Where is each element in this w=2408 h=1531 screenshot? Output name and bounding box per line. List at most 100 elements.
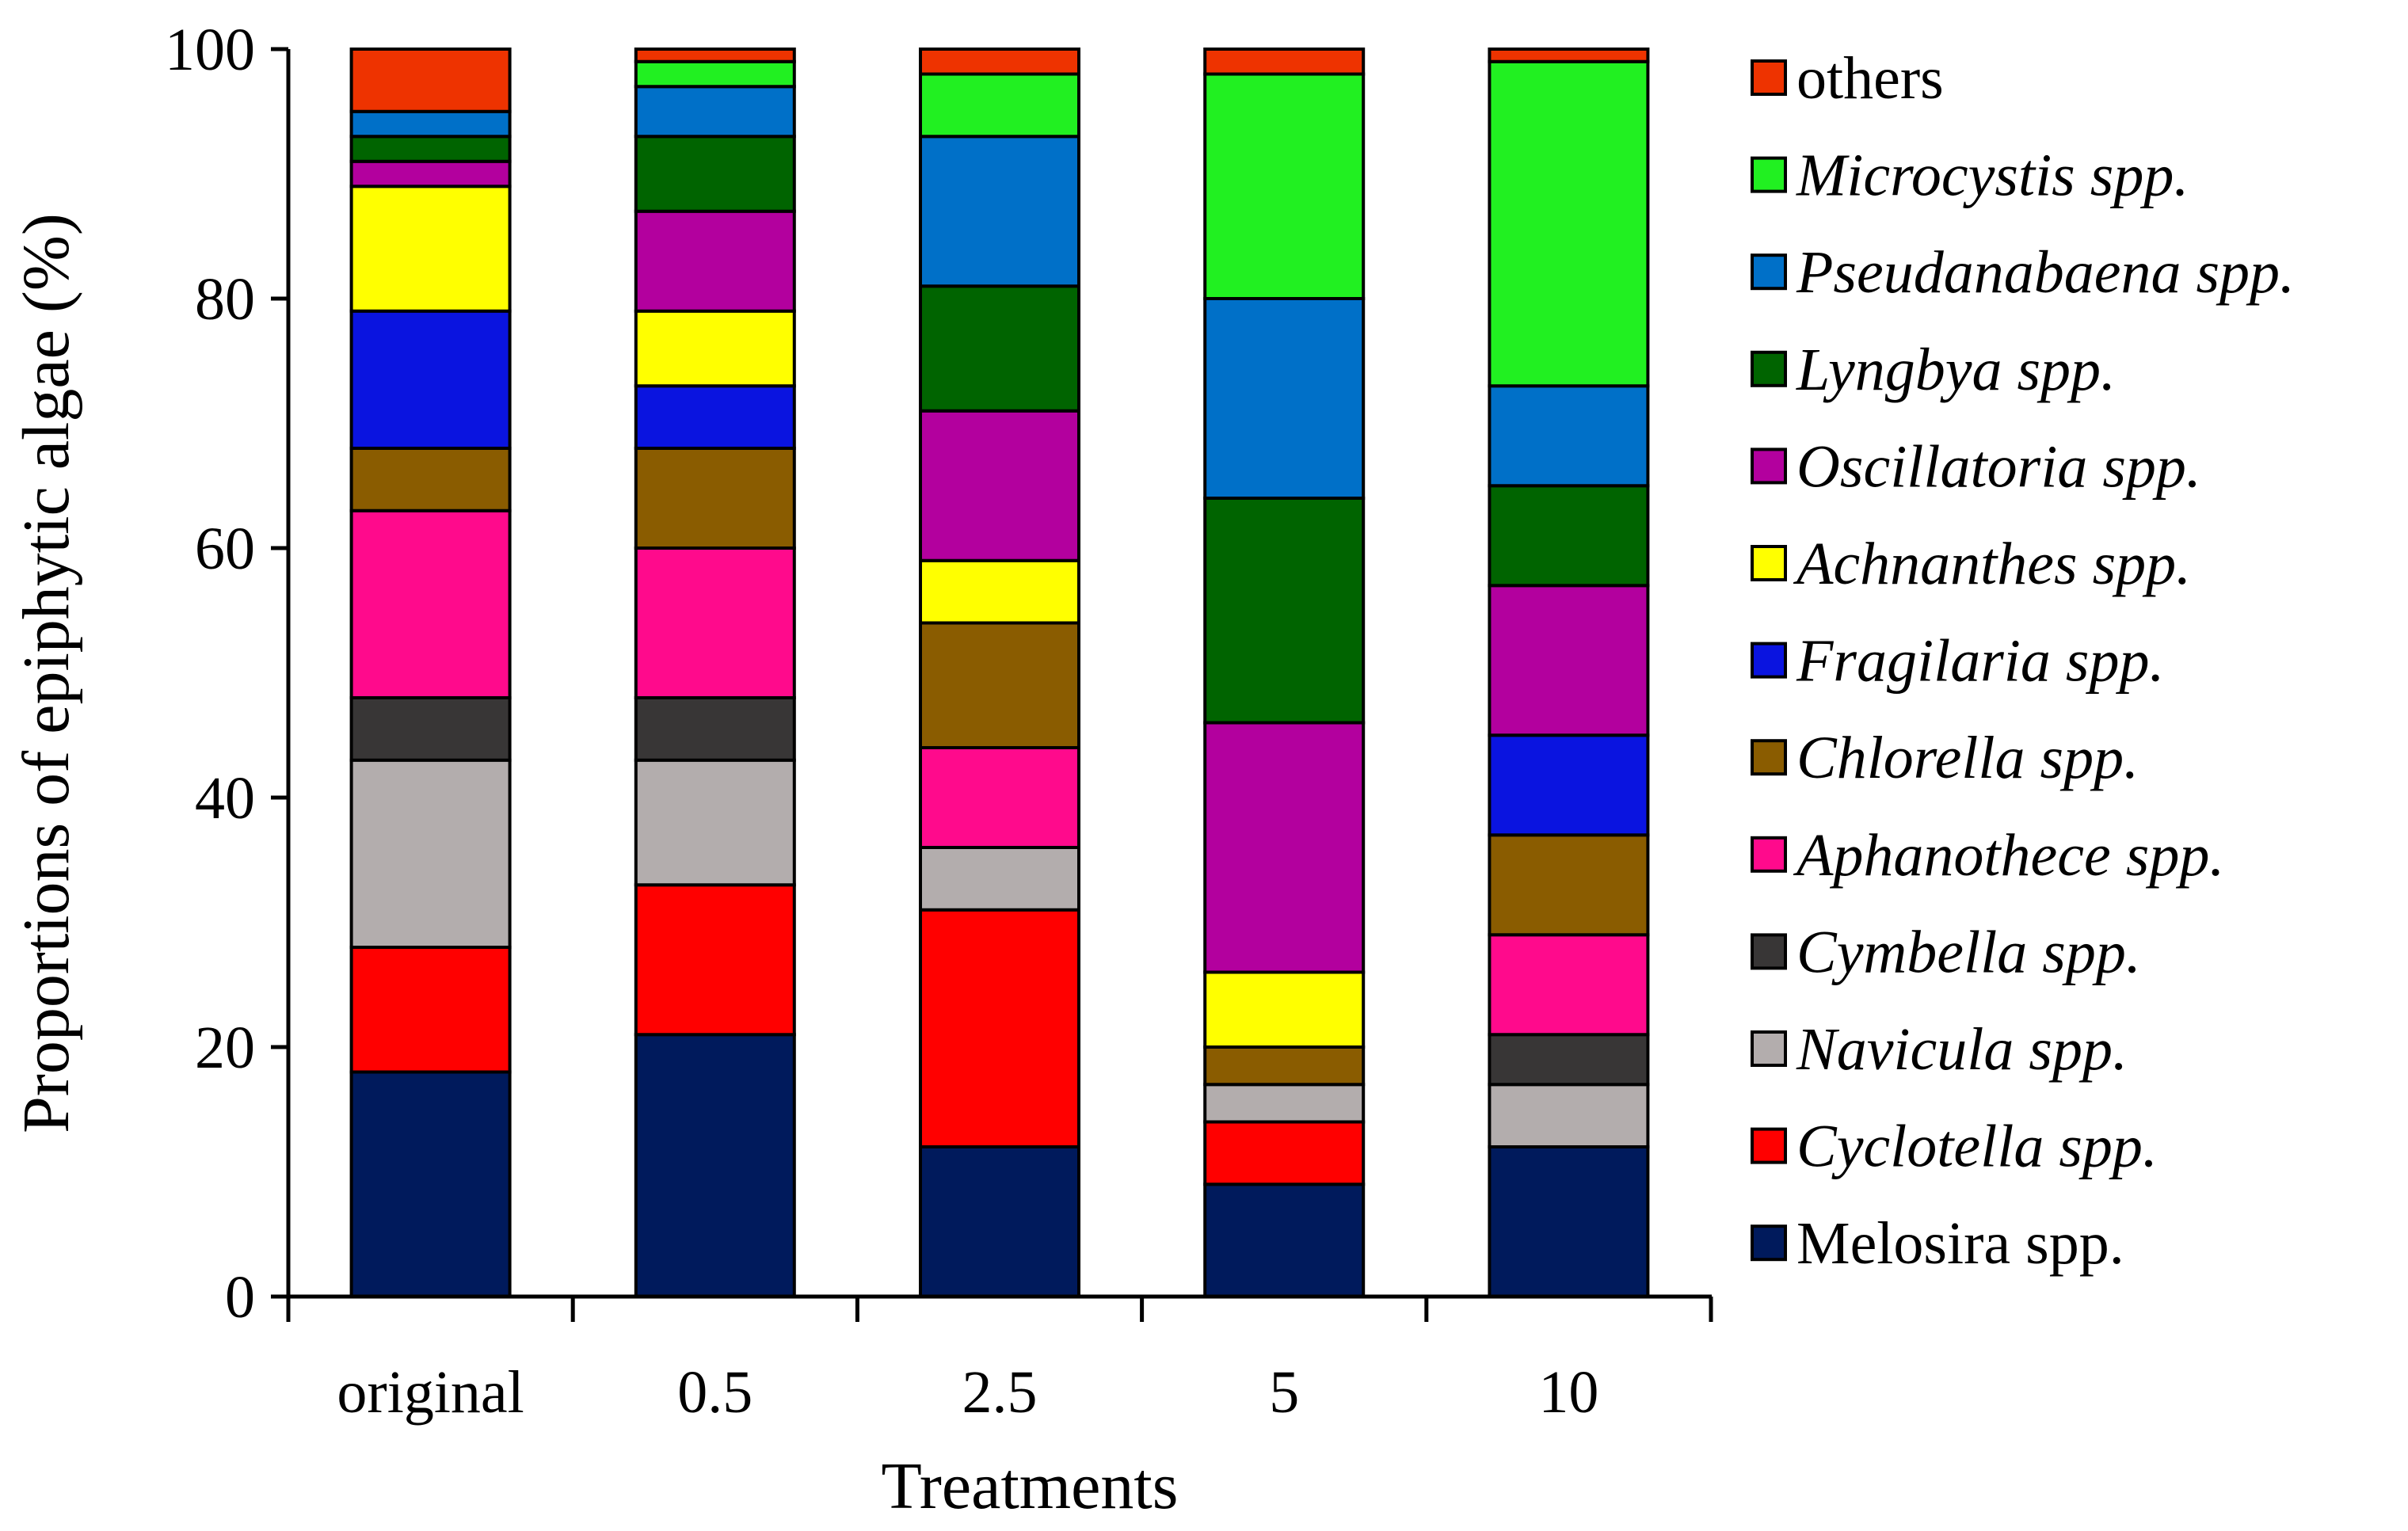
bar-segment [1488, 933, 1650, 1037]
y-tick-label: 0 [225, 1264, 255, 1331]
bar-segment [349, 309, 512, 450]
bar-segment [919, 846, 1080, 912]
legend-swatch [1751, 1127, 1787, 1164]
bar-segment [919, 48, 1080, 76]
bar-segment [349, 185, 512, 313]
bar-segment [349, 48, 512, 113]
bar-segment [349, 1070, 512, 1298]
bar-segment [634, 309, 796, 388]
bar-segment [349, 109, 512, 139]
bar-segment [919, 746, 1080, 849]
legend-swatch [1751, 350, 1787, 387]
legend-swatch [1751, 642, 1787, 679]
legend-swatch [1751, 156, 1787, 193]
bar-segment [1488, 1033, 1650, 1087]
bar-segment [1203, 297, 1366, 500]
bar-segment [634, 384, 796, 450]
bar-segment [919, 1145, 1080, 1298]
bar-segment [349, 159, 512, 189]
y-tick-label: 60 [195, 516, 255, 582]
x-axis-title: Treatments [882, 1449, 1179, 1523]
bar-segment [1488, 1145, 1650, 1298]
bar-segment [919, 409, 1080, 562]
bar-segment [349, 758, 512, 949]
bar-segment [1488, 384, 1650, 488]
bar-segment [634, 48, 796, 63]
bar-segment [1203, 1120, 1366, 1186]
bars [349, 48, 1650, 1298]
legend-swatch [1751, 545, 1787, 581]
bar-segment [919, 558, 1080, 625]
bar-segment [1203, 721, 1366, 974]
bar-segment [634, 696, 796, 762]
legend-label: Cyclotella spp. [1796, 1114, 2158, 1180]
bar-segment [1203, 72, 1366, 300]
axes [286, 49, 1712, 1299]
bar-segment [919, 72, 1080, 139]
bar-segment [634, 447, 796, 550]
y-tick-label: 80 [195, 266, 255, 333]
bar-segment [634, 1033, 796, 1298]
legend-label: Chlorella spp. [1796, 725, 2139, 791]
y-ticks: 0 20 40 60 80 100 [165, 17, 288, 1331]
bar-segment [1203, 1183, 1366, 1298]
bar-segment [349, 135, 512, 163]
bar-segment [634, 85, 796, 139]
legend-swatch [1751, 1224, 1787, 1262]
bar-segment [634, 209, 796, 313]
bar-segment [1488, 584, 1650, 737]
bar-segment [1203, 1083, 1366, 1124]
y-tick-label: 100 [165, 17, 255, 83]
legend-label: Melosira spp. [1796, 1210, 2124, 1277]
legend-label: Microcystis spp. [1796, 143, 2189, 209]
legend-label: Lyngbya spp. [1796, 337, 2116, 403]
legend-label: Oscillatoria spp. [1796, 433, 2201, 500]
legend-swatch [1751, 253, 1787, 291]
bar-segment [634, 135, 796, 213]
bar-segment [919, 135, 1080, 288]
legend-swatch [1751, 836, 1787, 873]
bar-segment [1488, 484, 1650, 588]
legend-swatch [1751, 933, 1787, 970]
x-tick-label: 5 [1269, 1359, 1299, 1426]
x-tick-label: original [337, 1359, 524, 1426]
legend-swatch [1751, 739, 1787, 776]
y-tick-label: 20 [195, 1015, 255, 1081]
bar-segment [1488, 59, 1650, 388]
bar-segment [1488, 833, 1650, 937]
legend-swatch [1751, 447, 1787, 485]
bar-segment [349, 946, 512, 1074]
bar-segment [919, 908, 1080, 1148]
bar-segment [1203, 48, 1366, 76]
legend-label: Navicula spp. [1796, 1016, 2128, 1083]
legend-label: Fragilaria spp. [1796, 628, 2165, 695]
bar-segment [634, 758, 796, 887]
bar-segment [919, 621, 1080, 749]
legend-label: Pseudanabaena spp. [1796, 239, 2295, 306]
bar-segment [1488, 733, 1650, 837]
y-tick-label: 40 [195, 765, 255, 832]
bar-segment [349, 696, 512, 762]
x-ticks: original 0.5 2.5 5 10 [286, 1297, 1713, 1426]
bar-segment [634, 883, 796, 1037]
bar-segment [634, 547, 796, 699]
bar-segment [634, 59, 796, 89]
x-tick-label: 0.5 [677, 1359, 752, 1426]
x-tick-label: 10 [1538, 1359, 1598, 1426]
bar-segment [1488, 1083, 1650, 1148]
bar-segment [349, 447, 512, 512]
bar-segment [1203, 1045, 1366, 1087]
legend-label: Cymbella spp. [1796, 919, 2141, 985]
bar-segment [1203, 970, 1366, 1049]
legend-label: Aphanothece spp. [1793, 822, 2224, 889]
legend-label: others [1796, 45, 1944, 112]
bar-segment [919, 284, 1080, 413]
legend-label: Achnanthes spp. [1793, 531, 2191, 597]
y-axis-title: Proportions of epiphytic algae (%) [10, 213, 83, 1133]
x-tick-label: 2.5 [962, 1359, 1038, 1426]
legend: others Microcystis spp. Pseudanabaena spp.… [1751, 45, 2295, 1277]
legend-swatch [1751, 59, 1787, 96]
bar-segment [1488, 48, 1650, 63]
